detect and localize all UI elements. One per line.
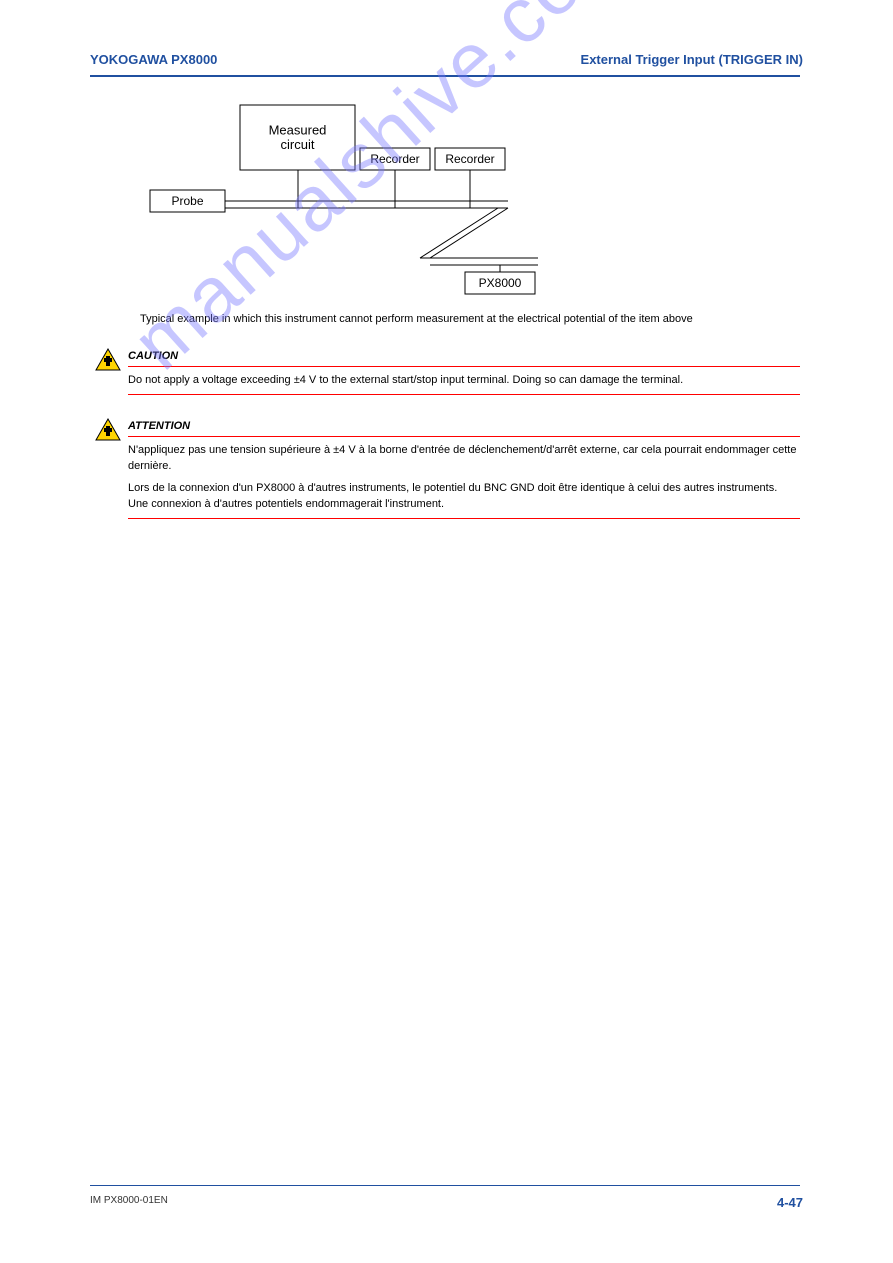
diagram-line [420, 208, 498, 258]
diagram-line [430, 208, 508, 258]
caution-bottom-rule [128, 518, 800, 519]
diagram-node-label: Recorder [445, 152, 494, 166]
caution-body: ATTENTION N'appliquez pas une tension sup… [128, 420, 800, 519]
caution-block: CAUTION Do not apply a voltage exceeding … [90, 350, 800, 395]
diagram-node-label: PX8000 [479, 276, 522, 290]
page: YOKOGAWA PX8000 External Trigger Input (… [0, 0, 893, 1263]
caution-text: Lors de la connexion d'un PX8000 à d'aut… [128, 480, 800, 513]
caution-icon [95, 418, 121, 446]
footer-right: 4-47 [777, 1195, 803, 1210]
caution-body: CAUTION Do not apply a voltage exceeding … [128, 350, 800, 395]
diagram-node-label: Measured [269, 122, 327, 137]
diagram-node-label: Probe [171, 194, 203, 208]
bottom-rule [90, 1185, 800, 1186]
footer-left: IM PX8000-01EN [90, 1195, 168, 1206]
caution-title: CAUTION [128, 350, 800, 362]
diagram-node-label: Recorder [370, 152, 419, 166]
top-rule [90, 75, 800, 77]
diagram-node-label: circuit [281, 137, 315, 152]
caution-text: Do not apply a voltage exceeding ±4 V to… [128, 372, 800, 389]
caution-text: N'appliquez pas une tension supérieure à… [128, 442, 800, 475]
header-left: YOKOGAWA PX8000 [90, 52, 217, 67]
bus-diagram: Measuredcircuit Probe Recorder Recorder PX80… [140, 100, 800, 305]
caution-icon [95, 348, 121, 376]
caution-top-rule [128, 436, 800, 437]
header-right: External Trigger Input (TRIGGER IN) [581, 52, 803, 67]
diagram-caption: Typical example in which this instrument… [140, 313, 800, 325]
caution-bottom-rule [128, 394, 800, 395]
caution-block: ATTENTION N'appliquez pas une tension sup… [90, 420, 800, 519]
content-area: Measuredcircuit Probe Recorder Recorder PX80… [90, 100, 800, 522]
caution-title: ATTENTION [128, 420, 800, 432]
caution-top-rule [128, 366, 800, 367]
